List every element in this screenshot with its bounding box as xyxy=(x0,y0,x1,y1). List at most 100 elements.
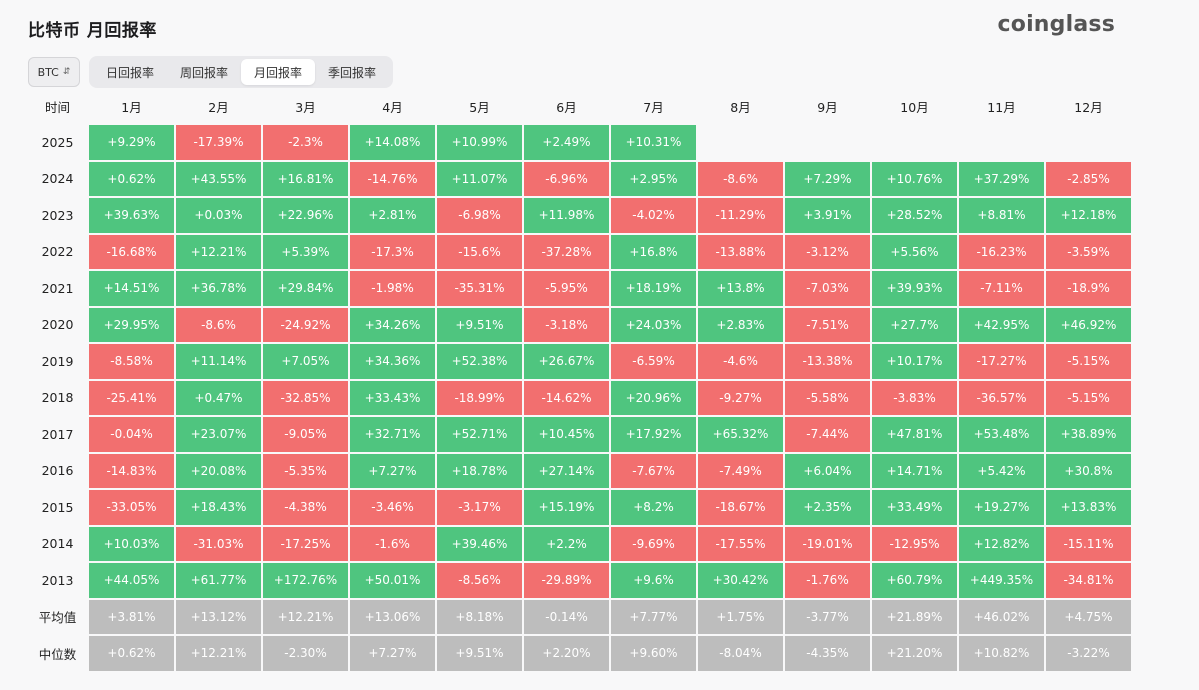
return-cell: +7.27% xyxy=(350,453,435,488)
year-row-label: 2014 xyxy=(41,536,74,552)
year-row-label: 2022 xyxy=(41,244,74,260)
tab-monthly-return[interactable]: 月回报率 xyxy=(241,59,316,85)
summary-cell: -3.77% xyxy=(785,599,870,634)
column-header-month: 12月 xyxy=(1074,99,1103,115)
return-cell: +65.32% xyxy=(698,417,783,452)
return-cell: -9.69% xyxy=(611,526,696,561)
page-title: 比特币 月回报率 xyxy=(28,21,157,41)
return-cell: -5.58% xyxy=(785,380,870,415)
column-header-month: 5月 xyxy=(469,99,490,115)
return-cell: -14.76% xyxy=(350,161,435,196)
return-cell: +27.7% xyxy=(872,307,957,342)
return-cell: +13.8% xyxy=(698,271,783,306)
return-cell: +14.51% xyxy=(89,271,174,306)
tab-daily-return[interactable]: 日回报率 xyxy=(106,65,155,80)
return-cell: +20.08% xyxy=(176,453,261,488)
column-header-month: 4月 xyxy=(382,99,403,115)
return-cell: +2.95% xyxy=(611,161,696,196)
return-cell: +2.35% xyxy=(785,490,870,525)
return-cell: -4.02% xyxy=(611,198,696,233)
year-row-label: 2020 xyxy=(41,317,74,333)
return-cell: +449.35% xyxy=(959,563,1044,598)
summary-cell: +0.62% xyxy=(89,636,174,671)
return-cell: +8.81% xyxy=(959,198,1044,233)
return-cell: +10.31% xyxy=(611,125,696,160)
return-cell: -8.56% xyxy=(437,563,522,598)
year-row-label: 2023 xyxy=(41,207,74,223)
column-header-month: 8月 xyxy=(730,99,751,115)
return-cell: -6.59% xyxy=(611,344,696,379)
return-cell: +7.29% xyxy=(785,161,870,196)
return-cell: -1.98% xyxy=(350,271,435,306)
summary-cell: +46.02% xyxy=(959,599,1044,634)
return-cell: +30.8% xyxy=(1046,453,1131,488)
return-cell: +46.92% xyxy=(1046,307,1131,342)
return-cell: -8.6% xyxy=(176,307,261,342)
return-cell: -3.18% xyxy=(524,307,609,342)
asset-select[interactable]: BTC ⇵ xyxy=(28,57,80,87)
return-cell: -29.89% xyxy=(524,563,609,598)
return-cell: -14.83% xyxy=(89,453,174,488)
return-cell: -7.11% xyxy=(959,271,1044,306)
return-cell: +29.95% xyxy=(89,307,174,342)
tab-weekly-return[interactable]: 周回报率 xyxy=(180,65,229,80)
return-cell: -18.67% xyxy=(698,490,783,525)
summary-cell: -8.04% xyxy=(698,636,783,671)
return-cell: -17.27% xyxy=(959,344,1044,379)
return-cell: -36.57% xyxy=(959,380,1044,415)
return-cell: +3.91% xyxy=(785,198,870,233)
year-row-label: 2013 xyxy=(41,572,74,588)
empty-cell xyxy=(698,125,783,160)
return-cell: -32.85% xyxy=(263,380,348,415)
year-row-label: 2024 xyxy=(41,171,74,187)
return-cell: -18.99% xyxy=(437,380,522,415)
return-cell: +11.98% xyxy=(524,198,609,233)
return-cell: +44.05% xyxy=(89,563,174,598)
summary-cell: +9.60% xyxy=(611,636,696,671)
period-tabs: 日回报率 周回报率 月回报率 季回报率 xyxy=(89,56,394,88)
summary-row-label: 中位数 xyxy=(38,646,77,662)
return-cell: +14.71% xyxy=(872,453,957,488)
summary-cell: +7.77% xyxy=(611,599,696,634)
tab-quarterly-return[interactable]: 季回报率 xyxy=(328,65,377,80)
return-cell: +2.2% xyxy=(524,526,609,561)
return-cell: +22.96% xyxy=(263,198,348,233)
return-cell: +12.18% xyxy=(1046,198,1131,233)
return-cell: +33.43% xyxy=(350,380,435,415)
year-row-label: 2015 xyxy=(41,499,74,515)
return-cell: -5.95% xyxy=(524,271,609,306)
return-cell: +0.03% xyxy=(176,198,261,233)
return-cell: +36.78% xyxy=(176,271,261,306)
column-header-month: 9月 xyxy=(817,99,838,115)
summary-row-label: 平均值 xyxy=(38,610,77,626)
summary-cell: +12.21% xyxy=(263,599,348,634)
return-cell: -0.04% xyxy=(89,417,174,452)
return-cell: +37.29% xyxy=(959,161,1044,196)
return-cell: +14.08% xyxy=(350,125,435,160)
return-cell: +10.99% xyxy=(437,125,522,160)
column-header-month: 11月 xyxy=(987,99,1016,115)
column-header-month: 2月 xyxy=(208,99,229,115)
return-cell: +2.81% xyxy=(350,198,435,233)
controls-bar: BTC ⇵ 日回报率 周回报率 月回报率 季回报率 xyxy=(28,56,394,88)
year-row-label: 2019 xyxy=(41,353,74,369)
return-cell: -33.05% xyxy=(89,490,174,525)
return-cell: +10.45% xyxy=(524,417,609,452)
return-cell: -37.28% xyxy=(524,234,609,269)
column-header-month: 3月 xyxy=(295,99,316,115)
summary-cell: +1.75% xyxy=(698,599,783,634)
summary-cell: -4.35% xyxy=(785,636,870,671)
return-cell: +34.36% xyxy=(350,344,435,379)
return-cell: -17.3% xyxy=(350,234,435,269)
return-cell: +61.77% xyxy=(176,563,261,598)
return-cell: -13.88% xyxy=(698,234,783,269)
return-cell: -4.6% xyxy=(698,344,783,379)
return-cell: +27.14% xyxy=(524,453,609,488)
year-row-label: 2021 xyxy=(41,280,74,296)
return-cell: +38.89% xyxy=(1046,417,1131,452)
return-cell: -9.27% xyxy=(698,380,783,415)
return-cell: -3.46% xyxy=(350,490,435,525)
return-cell: -9.05% xyxy=(263,417,348,452)
return-cell: -7.44% xyxy=(785,417,870,452)
summary-cell: +2.20% xyxy=(524,636,609,671)
